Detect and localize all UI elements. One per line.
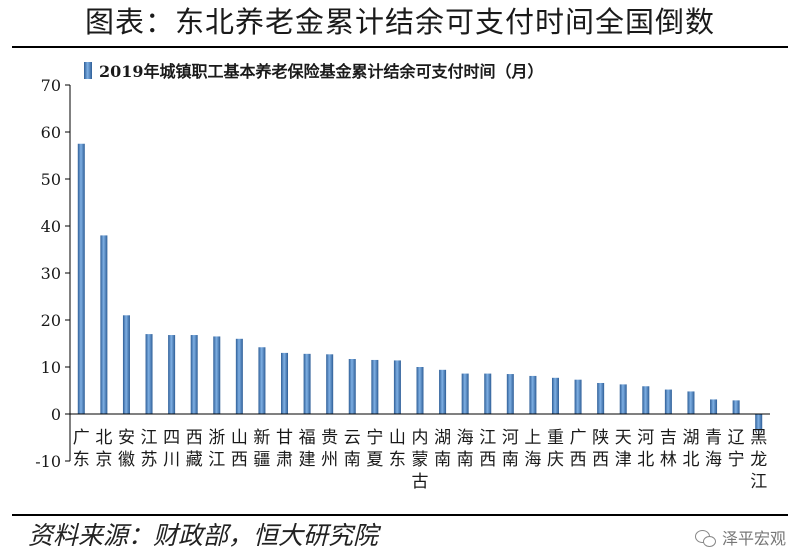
bar bbox=[122, 315, 130, 414]
x-tick-label: 贵州 bbox=[321, 428, 338, 470]
legend-swatch bbox=[84, 62, 92, 79]
bar bbox=[755, 414, 763, 431]
x-tick-label: 安徽 bbox=[118, 428, 135, 470]
bar bbox=[77, 143, 85, 414]
y-tick-label: 0 bbox=[51, 405, 61, 424]
x-tick-label: 上海 bbox=[524, 428, 541, 470]
bar bbox=[371, 359, 379, 414]
chart-title: 图表：东北养老金累计结余可支付时间全国倒数 bbox=[84, 5, 715, 39]
x-tick-label: 辽宁 bbox=[728, 428, 745, 470]
bar bbox=[687, 391, 695, 414]
x-tick-label: 山西 bbox=[231, 428, 248, 470]
title-divider bbox=[12, 46, 788, 48]
x-tick-label: 内蒙古 bbox=[412, 428, 429, 492]
bar bbox=[710, 399, 718, 414]
bar bbox=[168, 335, 176, 414]
y-axis: -10 0 10 20 30 40 50 60 70 bbox=[35, 76, 71, 471]
watermark: 泽平宏观 bbox=[694, 528, 786, 550]
bar bbox=[348, 359, 356, 414]
bar bbox=[484, 373, 492, 414]
bar bbox=[732, 400, 740, 414]
y-tick-label: 50 bbox=[41, 170, 61, 189]
x-tick-label: 北京 bbox=[95, 428, 112, 470]
y-tick-label: 60 bbox=[41, 123, 61, 142]
x-tick-label: 重庆 bbox=[547, 428, 564, 470]
bar bbox=[326, 354, 334, 414]
bar bbox=[213, 336, 221, 414]
x-tick-label: 广东 bbox=[73, 428, 90, 470]
x-tick-label: 西藏 bbox=[186, 428, 203, 470]
bar bbox=[439, 369, 447, 414]
bar bbox=[506, 374, 514, 414]
bar-chart: 2019年城镇职工基本养老保险基金累计结余可支付时间（月） -10 0 10 20 30… bbox=[35, 62, 770, 492]
bar bbox=[258, 347, 266, 414]
x-tick-label: 山东 bbox=[389, 428, 406, 470]
x-tick-label: 河南 bbox=[502, 428, 519, 470]
x-tick-label: 福建 bbox=[299, 428, 316, 470]
bar bbox=[597, 382, 605, 414]
x-tick-label: 新疆 bbox=[253, 428, 270, 470]
x-tick-label: 湖南 bbox=[434, 428, 451, 470]
bar bbox=[461, 373, 469, 414]
bar bbox=[574, 379, 582, 414]
bar bbox=[416, 367, 424, 414]
source-note: 资料来源：财政部，恒大研究院 bbox=[28, 521, 379, 550]
chart-legend: 2019年城镇职工基本养老保险基金累计结余可支付时间（月） bbox=[84, 62, 544, 81]
x-tick-label: 广西 bbox=[570, 428, 587, 470]
y-tick-label: -10 bbox=[35, 452, 61, 471]
x-tick-label: 江西 bbox=[479, 428, 496, 470]
y-tick-label: 20 bbox=[41, 311, 61, 330]
bar bbox=[393, 360, 401, 414]
x-tick-label: 浙江 bbox=[208, 428, 225, 470]
bar bbox=[190, 335, 198, 414]
bar bbox=[303, 353, 311, 414]
x-tick-label: 陕西 bbox=[592, 428, 609, 470]
y-tick-label: 70 bbox=[41, 76, 61, 95]
bar bbox=[281, 352, 289, 414]
bar bbox=[529, 375, 537, 414]
footer-divider bbox=[12, 514, 788, 516]
bar bbox=[664, 389, 672, 414]
y-tick-label: 10 bbox=[41, 358, 61, 377]
x-tick-label: 江苏 bbox=[141, 428, 158, 470]
bar bbox=[235, 338, 243, 414]
y-tick-label: 40 bbox=[41, 217, 61, 236]
x-tick-label: 天津 bbox=[615, 428, 632, 470]
x-tick-label: 湖北 bbox=[682, 428, 699, 470]
y-tick-label: 30 bbox=[41, 264, 61, 283]
x-tick-label: 四川 bbox=[163, 428, 180, 470]
x-tick-label: 黑龙江 bbox=[750, 428, 767, 492]
bar bbox=[100, 235, 108, 414]
x-axis-labels: 广东北京安徽江苏四川西藏浙江山西新疆甘肃福建贵州云南宁夏山东内蒙古湖南海南江西河… bbox=[73, 428, 767, 492]
bar bbox=[145, 334, 153, 414]
x-tick-label: 宁夏 bbox=[366, 428, 383, 470]
bars-group bbox=[77, 143, 763, 431]
watermark-text: 泽平宏观 bbox=[721, 529, 786, 548]
x-tick-label: 河北 bbox=[637, 428, 654, 470]
x-tick-label: 吉林 bbox=[660, 428, 677, 470]
bar bbox=[551, 377, 559, 414]
wechat-icon bbox=[694, 530, 717, 548]
x-tick-label: 青海 bbox=[705, 428, 722, 470]
x-tick-label: 云南 bbox=[344, 428, 361, 470]
legend-label: 2019年城镇职工基本养老保险基金累计结余可支付时间（月） bbox=[99, 62, 544, 81]
x-tick-label: 海南 bbox=[457, 428, 474, 470]
x-tick-label: 甘肃 bbox=[276, 428, 293, 470]
bar bbox=[619, 384, 627, 414]
bar bbox=[642, 386, 650, 414]
